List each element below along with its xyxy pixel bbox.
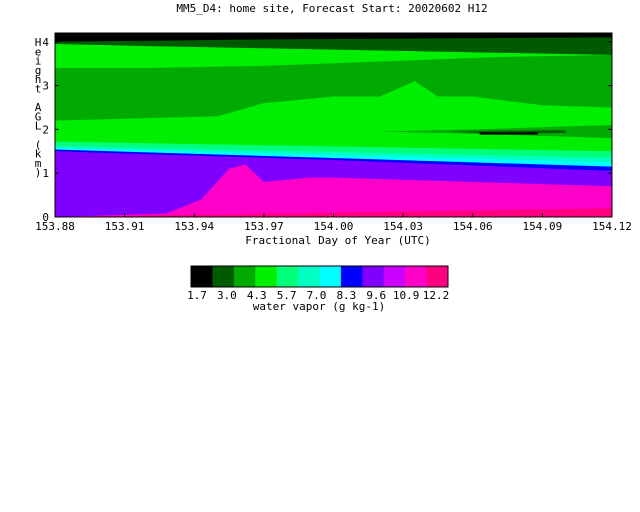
y-tick-label: 0 <box>42 211 49 224</box>
x-axis: 153.88 153.91 153.94 153.97 154.00 154.03 154.… <box>35 33 632 233</box>
colorbar-swatch <box>426 266 449 287</box>
x-tick-label: 154.12 <box>592 220 632 233</box>
colorbar-swatch <box>362 266 385 287</box>
y-axis-label-char: A <box>35 101 42 114</box>
y-axis-label-char: g <box>35 64 42 77</box>
x-tick-label: 153.94 <box>174 220 214 233</box>
y-axis-label-char: e <box>35 45 42 58</box>
colorbar: 1.7 3.0 4.3 5.7 7.0 8.3 9.6 10.9 12.2 <box>187 265 450 302</box>
colorbar-tick-label: 4.3 <box>247 289 267 302</box>
y-axis-label-char: m <box>35 157 42 170</box>
y-tick-label: 3 <box>42 80 49 93</box>
x-tick-label: 153.97 <box>244 220 284 233</box>
x-tick-label: 154.09 <box>523 220 563 233</box>
y-tick-label: 1 <box>42 167 49 180</box>
plot-area <box>55 33 612 217</box>
y-axis-label-char: t <box>35 83 42 96</box>
y-axis-label-char: H <box>35 36 42 49</box>
colorbar-swatch <box>276 266 299 287</box>
x-tick-label: 154.03 <box>383 220 423 233</box>
band-dry-tongue-min <box>479 132 538 135</box>
y-tick-label: 4 <box>42 36 49 49</box>
colorbar-swatch <box>383 266 406 287</box>
colorbar-tick-label: 3.0 <box>217 289 237 302</box>
colorbar-swatch <box>319 266 342 287</box>
colorbar-swatch <box>191 266 213 287</box>
x-tick-label: 154.00 <box>314 220 354 233</box>
colorbar-tick-label: 8.3 <box>336 289 356 302</box>
colorbar-tick-label: 12.2 <box>423 289 450 302</box>
colorbar-tick-label: 1.7 <box>187 289 207 302</box>
x-tick-label: 153.88 <box>35 220 75 233</box>
colorbar-swatch <box>405 266 428 287</box>
colorbar-tick-label: 7.0 <box>307 289 327 302</box>
colorbar-tick-label: 9.6 <box>366 289 386 302</box>
colorbar-swatch <box>298 266 320 287</box>
y-axis-label-char: h <box>35 73 42 86</box>
y-tick-label: 2 <box>42 123 49 136</box>
colorbar-swatch <box>233 266 256 287</box>
colorbar-tick-label: 5.7 <box>277 289 297 302</box>
x-tick-label: 153.91 <box>105 220 145 233</box>
chart-title: MM5_D4: home site, Forecast Start: 20020… <box>176 2 487 15</box>
colorbar-swatch <box>255 266 278 287</box>
colorbar-label: water vapor (g kg-1) <box>253 300 385 313</box>
y-axis-label-char: G <box>35 110 42 123</box>
colorbar-swatch <box>212 266 235 287</box>
x-axis-label: Fractional Day of Year (UTC) <box>245 234 430 247</box>
colorbar-frame <box>190 265 449 288</box>
band-9.6-10.9 <box>55 164 612 217</box>
y-axis: 0 1 2 3 4 <box>42 36 612 224</box>
x-tick-label: 154.06 <box>453 220 493 233</box>
colorbar-tick-label: 10.9 <box>393 289 420 302</box>
y-axis-label-char: i <box>35 55 42 68</box>
y-axis-label-char: L <box>35 120 42 133</box>
y-axis-label-char: ( <box>35 138 42 151</box>
y-axis-label-char: ) <box>35 166 42 179</box>
band-dry-cap <box>55 33 612 121</box>
y-axis-label-char: k <box>35 148 42 161</box>
colorbar-swatch <box>340 266 363 287</box>
